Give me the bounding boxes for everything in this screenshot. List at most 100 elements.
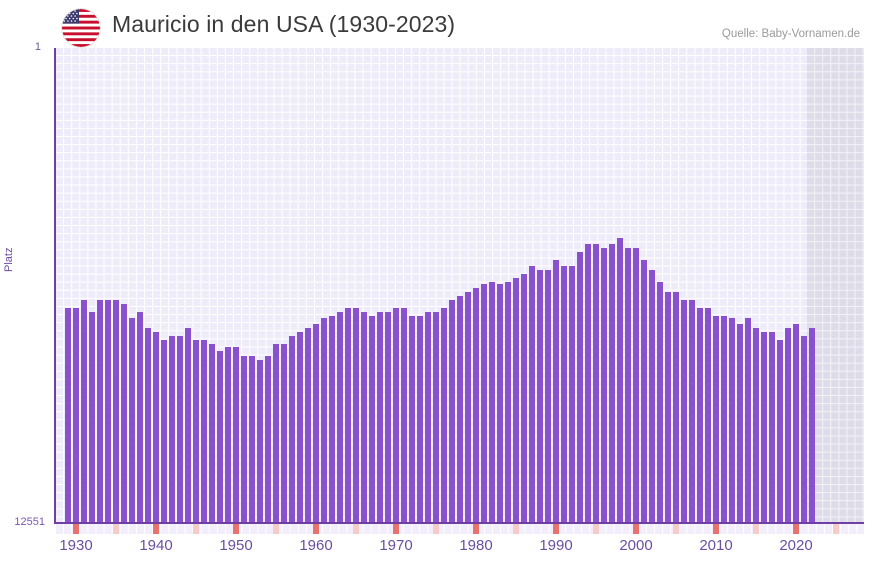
x-axis-tick-minor [513,524,519,534]
bar [113,300,119,522]
bar [777,340,783,522]
x-axis-tick-minor [673,524,679,534]
plot-area [56,48,864,522]
bar [369,316,375,522]
bar [297,332,303,522]
bar [201,340,207,522]
bar [281,344,287,522]
bar [561,266,567,522]
bar [137,312,143,522]
bar [465,292,471,522]
x-axis-tick-minor [193,524,199,534]
x-axis-tick-minor [273,524,279,534]
x-axis-tick-label: 1990 [539,537,573,554]
x-axis-tick-major [153,524,159,534]
bar [601,248,607,522]
x-axis-tick-minor [353,524,359,534]
bar [569,266,575,522]
x-axis-tick-major [313,524,319,534]
bar [809,328,815,522]
bar [441,308,447,522]
bar [625,248,631,522]
bar [801,336,807,522]
bar [641,260,647,522]
bar [673,292,679,522]
bar [233,347,239,522]
bar [745,318,751,522]
bar [705,308,711,522]
bar [657,282,663,522]
chart-header: Mauricio in den USA (1930-2023) Quelle: … [0,0,873,47]
bar [345,308,351,522]
bar [649,270,655,522]
bar [665,292,671,522]
x-axis-tick-major [473,524,479,534]
bar [761,332,767,522]
bar [265,356,271,522]
x-axis-tick-minor [113,524,119,534]
bar [785,328,791,522]
bar [769,332,775,522]
x-axis-tick-label: 1930 [59,537,93,554]
x-axis-tick-labels: 1930 1940 1950 1960 1970 1980 1990 2000 2010 2020 [0,537,873,563]
bar [729,318,735,522]
bar [377,312,383,522]
bar [417,316,423,522]
bar [521,274,527,522]
bar [305,328,311,522]
bar [409,316,415,522]
y-axis-tick-top: 1 [34,41,41,53]
bar [89,312,95,522]
x-axis-tick-label: 1980 [459,537,493,554]
bar [337,312,343,522]
bar [153,332,159,522]
x-axis-line [54,522,864,524]
x-axis-tick-label: 2000 [619,537,653,554]
x-axis-tick-label: 2020 [779,537,813,554]
bar [633,248,639,522]
page-title: Mauricio in den USA (1930-2023) [112,11,456,37]
x-axis-tick-label: 2010 [699,537,733,554]
x-axis-tick-label: 1940 [139,537,173,554]
bar [401,308,407,522]
x-axis-tick-major [713,524,719,534]
x-axis-tick-minor [833,524,839,534]
bar [73,308,79,522]
bar [273,344,279,522]
x-axis-tick-major [233,524,239,534]
bar [697,308,703,522]
bar [313,324,319,522]
x-axis-tick-major [793,524,799,534]
bar [249,356,255,522]
x-axis-tick-major [553,524,559,534]
bar [425,312,431,522]
bar [361,312,367,522]
bar [553,260,559,522]
bar [105,300,111,522]
bar [585,244,591,522]
x-axis-tick-label: 1950 [219,537,253,554]
x-axis-tick-major [73,524,79,534]
bar [177,336,183,522]
bar [241,356,247,522]
bar [473,288,479,522]
bar [609,244,615,522]
us-flag-icon [62,9,100,47]
bar [681,300,687,522]
bar [497,284,503,522]
bar [449,300,455,522]
x-axis-tick-strip [56,524,864,534]
bar [161,340,167,522]
bar [753,328,759,522]
y-axis-title: Platz [3,247,15,272]
bar [129,318,135,522]
y-axis-line [54,48,56,524]
bar [121,304,127,522]
bar [737,324,743,522]
x-axis-tick-label: 1970 [379,537,413,554]
bar [721,316,727,522]
bar [481,284,487,522]
bar [217,351,223,522]
bar [225,347,231,522]
